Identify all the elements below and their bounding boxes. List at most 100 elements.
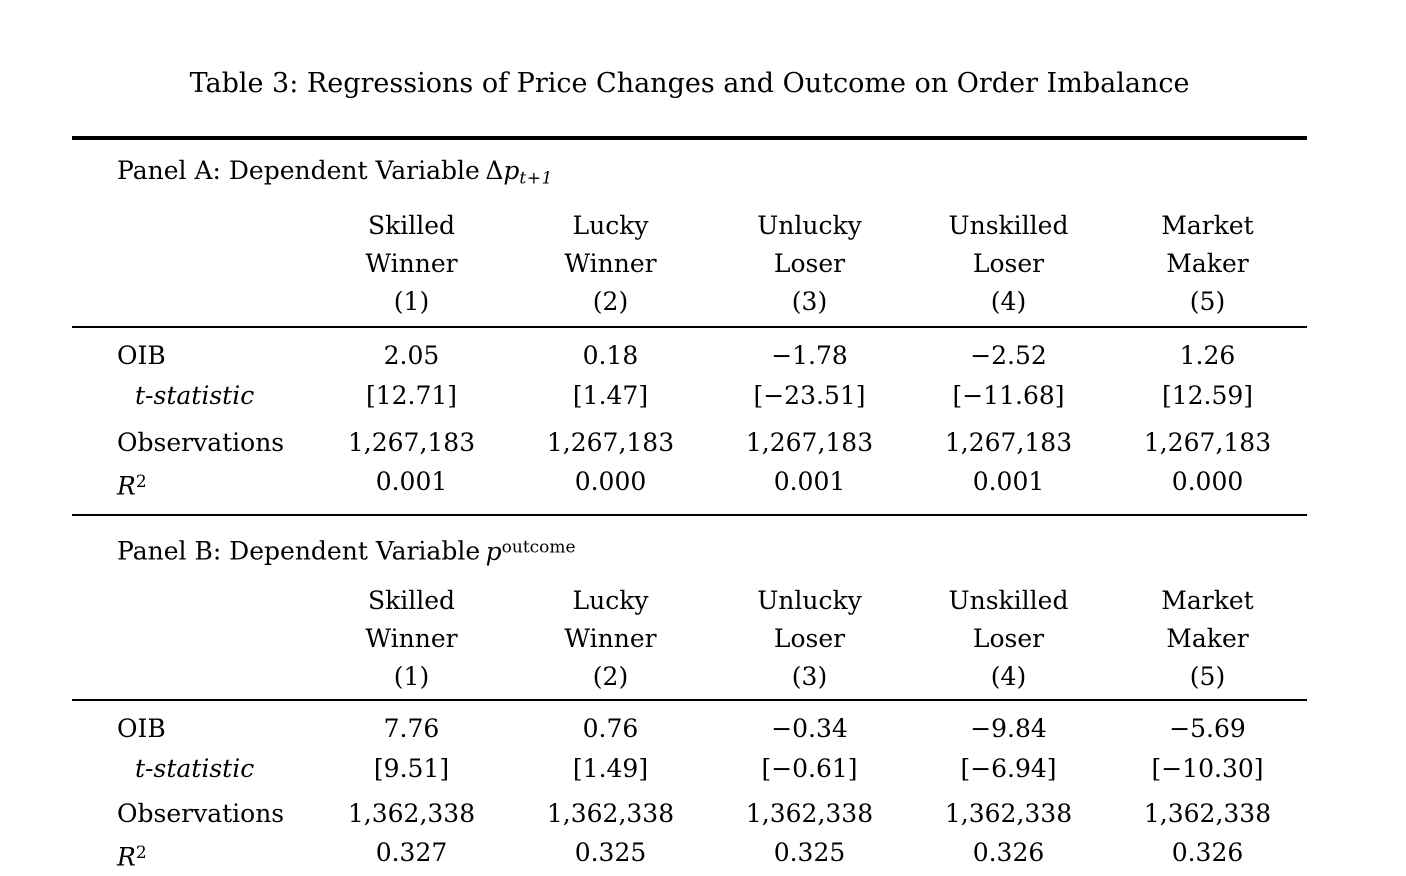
header-spacer: [72, 207, 312, 245]
delta-symbol: Δ: [485, 156, 504, 185]
row-label: t-statistic: [135, 381, 255, 411]
col-header: Loser: [972, 623, 1045, 653]
row-label: t-statistic: [135, 753, 255, 783]
panel-a-label-text: Panel A: Dependent Variable: [117, 156, 480, 185]
col-header: Skilled: [367, 585, 456, 615]
col-header: Market: [1161, 211, 1254, 241]
value-cell: 1,267,183: [1143, 428, 1272, 458]
row-label: Observations: [117, 798, 285, 828]
value-cell: 1,362,338: [546, 798, 675, 828]
value-cell: [12.71]: [365, 381, 458, 411]
header-divider-rule: [72, 698, 1307, 701]
value-cell: 0.326: [1171, 837, 1244, 867]
col-header: Skilled: [367, 211, 456, 241]
value-cell: 0.000: [574, 467, 647, 497]
col-header: Unskilled: [948, 585, 1069, 615]
value-cell: 0.001: [773, 467, 846, 497]
col-header: Maker: [1166, 249, 1249, 279]
regression-table: Panel A: Dependent Variable Δpt+1 Skilled…: [72, 136, 1307, 876]
table-row-tstat: t-statistic [12.71] [1.47] [−23.51] [−11…: [72, 376, 1307, 415]
panel-b-label: Panel B: Dependent Variable poutcome: [72, 516, 1307, 569]
value-cell: [−10.30]: [1151, 753, 1264, 783]
col-number: (3): [791, 661, 828, 691]
value-cell: 0.001: [972, 467, 1045, 497]
value-cell: [−23.51]: [753, 381, 866, 411]
value-cell: 0.327: [375, 837, 448, 867]
panel-a-label: Panel A: Dependent Variable Δpt+1: [72, 140, 1307, 195]
panel-divider-rule: [72, 514, 1307, 517]
r2-letter: R: [117, 842, 136, 872]
col-header: Market: [1161, 585, 1254, 615]
value-cell: 0.325: [574, 837, 647, 867]
header-row-line1: Skilled Lucky Unlucky Unskilled Market: [72, 582, 1307, 620]
header-spacer: [72, 245, 312, 283]
value-cell: 1,362,338: [944, 798, 1073, 828]
value-cell: 2.05: [383, 341, 440, 371]
depvar-superscript: outcome: [501, 537, 576, 558]
depvar-letter: p: [503, 156, 520, 185]
col-header: Winner: [365, 249, 458, 279]
col-number: (5): [1189, 661, 1226, 691]
r2-superscript: 2: [135, 842, 147, 863]
value-cell: 0.18: [582, 341, 639, 371]
panel-b-depvar-math: poutcome: [486, 537, 576, 566]
header-spacer: [72, 658, 312, 696]
col-header: Winner: [564, 249, 657, 279]
header-row-line1: Skilled Lucky Unlucky Unskilled Market: [72, 207, 1307, 245]
value-cell: 1,267,183: [347, 428, 476, 458]
value-cell: −0.34: [771, 713, 848, 743]
value-cell: 1,362,338: [1143, 798, 1272, 828]
table-row-r2: R2 0.001 0.000 0.001 0.001 0.000: [72, 463, 1307, 501]
header-row-numbers: (1) (2) (3) (4) (5): [72, 658, 1307, 696]
row-label: OIB: [117, 713, 166, 743]
value-cell: 1,267,183: [944, 428, 1073, 458]
depvar-letter: p: [485, 536, 502, 566]
col-header: Lucky: [572, 211, 649, 241]
value-cell: 1,267,183: [745, 428, 874, 458]
col-number: (3): [791, 287, 828, 317]
value-cell: 1,362,338: [745, 798, 874, 828]
col-header: Maker: [1166, 623, 1249, 653]
depvar-subscript: t+1: [519, 168, 553, 189]
row-label: OIB: [117, 341, 166, 371]
col-header: Winner: [564, 623, 657, 653]
table-row-r2: R2 0.327 0.325 0.325 0.326 0.326: [72, 834, 1307, 872]
value-cell: −1.78: [771, 341, 848, 371]
panel-a: Panel A: Dependent Variable Δpt+1 Skilled…: [72, 140, 1307, 501]
value-cell: [1.47]: [572, 381, 649, 411]
value-cell: [9.51]: [373, 753, 450, 783]
value-cell: −5.69: [1169, 713, 1246, 743]
value-cell: 1,362,338: [347, 798, 476, 828]
table-row-observations: Observations 1,362,338 1,362,338 1,362,3…: [72, 794, 1307, 834]
header-divider-rule: [72, 326, 1307, 329]
col-number: (5): [1189, 287, 1226, 317]
table-title: Table 3: Regressions of Price Changes an…: [189, 68, 1190, 99]
panel-b: Panel B: Dependent Variable poutcome Skil…: [72, 516, 1307, 872]
value-cell: [−0.61]: [761, 753, 858, 783]
panel-a-depvar-math: Δpt+1: [485, 156, 553, 189]
col-number: (2): [592, 661, 629, 691]
col-number: (1): [393, 287, 430, 317]
value-cell: 7.76: [383, 713, 440, 743]
value-cell: [1.49]: [572, 753, 649, 783]
col-number: (4): [990, 287, 1027, 317]
table-row-tstat: t-statistic [9.51] [1.49] [−0.61] [−6.94…: [72, 749, 1307, 788]
row-label: Observations: [117, 428, 285, 458]
col-header: Loser: [972, 249, 1045, 279]
col-header: Loser: [773, 623, 846, 653]
row-label-r2: R2: [72, 463, 312, 506]
col-number: (1): [393, 661, 430, 691]
r2-letter: R: [117, 471, 136, 501]
panel-b-label-text: Panel B: Dependent Variable: [117, 536, 481, 566]
col-number: (2): [592, 287, 629, 317]
header-row-line2: Winner Winner Loser Loser Maker: [72, 245, 1307, 283]
value-cell: 0.326: [972, 837, 1045, 867]
value-cell: 1.26: [1179, 341, 1236, 371]
header-spacer: [72, 582, 312, 620]
header-spacer: [72, 283, 312, 321]
value-cell: 0.325: [773, 837, 846, 867]
col-header: Loser: [773, 249, 846, 279]
value-cell: 0.001: [375, 467, 448, 497]
col-header: Unlucky: [757, 211, 862, 241]
